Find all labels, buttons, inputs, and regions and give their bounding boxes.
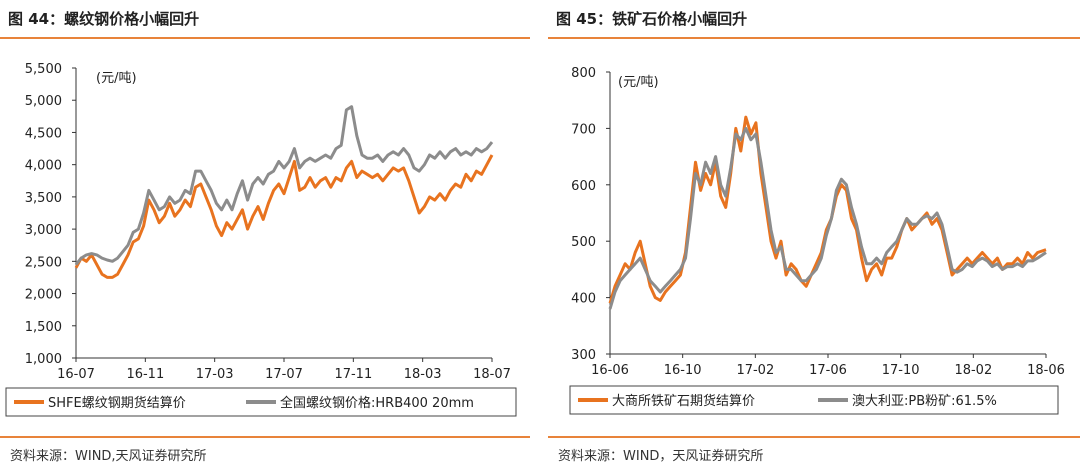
legend-label: 全国螺纹钢价格:HRB400 20mm	[280, 395, 474, 411]
y-tick-label: 2,500	[25, 255, 62, 270]
source-note: 资料来源：WIND，天风证券研究所	[558, 449, 764, 464]
series-line-futures	[74, 154, 494, 279]
x-tick-label: 18-02	[954, 363, 992, 378]
y-tick-label: 700	[571, 122, 596, 137]
legend-label: 大商所铁矿石期货结算价	[612, 393, 755, 409]
y-tick-label: 500	[571, 235, 596, 250]
legend-label: SHFE螺纹钢期货结算价	[48, 395, 186, 411]
x-tick-label: 18-06	[1027, 363, 1065, 378]
x-tick-label: 16-10	[664, 363, 702, 378]
x-tick-label: 18-07	[473, 367, 511, 382]
x-tick-label: 16-11	[126, 367, 164, 382]
x-tick-label: 17-11	[334, 367, 372, 382]
x-tick-label: 17-06	[809, 363, 847, 378]
source-rule	[548, 436, 1080, 438]
title-rule	[0, 37, 530, 39]
figure-44-panel: 图 44：螺纹钢价格小幅回升 1,000 1,500 2,000 2,500 3,000…	[0, 0, 530, 469]
source-rule	[0, 436, 530, 438]
x-tick-label: 17-02	[736, 363, 774, 378]
y-tick-label: 800	[571, 66, 596, 81]
figure-title: 图 44：螺纹钢价格小幅回升	[8, 10, 200, 28]
x-tick-label: 16-07	[57, 367, 95, 382]
source-note: 资料来源：WIND,天风证券研究所	[10, 449, 207, 464]
y-tick-label: 1,000	[25, 352, 62, 367]
x-tick-label: 16-06	[591, 363, 629, 378]
y-tick-label: 4,500	[25, 126, 62, 141]
y-tick-label: 4,000	[25, 159, 62, 174]
y-tick-label: 1,500	[25, 320, 62, 335]
title-rule	[548, 37, 1080, 39]
unit-label: (元/吨)	[96, 71, 137, 86]
series-line-spot	[74, 105, 494, 266]
x-tick-label: 18-03	[404, 367, 442, 382]
y-tick-label: 300	[571, 348, 596, 363]
figure-title: 图 45：铁矿石价格小幅回升	[556, 10, 748, 28]
y-tick-label: 3,000	[25, 223, 62, 238]
y-tick-label: 3,500	[25, 191, 62, 206]
rebar-price-chart: 1,000 1,500 2,000 2,500 3,000 3,500 4,000 4,500…	[5, 62, 517, 417]
unit-label: (元/吨)	[618, 75, 659, 90]
x-tick-label: 17-07	[265, 367, 303, 382]
y-tick-label: 2,000	[25, 288, 62, 303]
y-tick-label: 5,500	[25, 62, 62, 77]
figure-45-panel: 图 45：铁矿石价格小幅回升 300 400 500 600 700 800 16-06 16…	[548, 0, 1080, 469]
legend-label: 澳大利亚:PB粉矿:61.5%	[852, 393, 997, 409]
series-line-spot	[608, 126, 1047, 310]
x-tick-label: 17-10	[882, 363, 920, 378]
y-tick-label: 5,000	[25, 94, 62, 109]
y-tick-label: 400	[571, 292, 596, 307]
y-tick-label: 600	[571, 179, 596, 194]
x-tick-label: 17-03	[196, 367, 234, 382]
legend-box	[569, 385, 1059, 415]
iron-ore-price-chart: 300 400 500 600 700 800 16-06 16-10 17-02 17-06 17…	[569, 66, 1065, 415]
